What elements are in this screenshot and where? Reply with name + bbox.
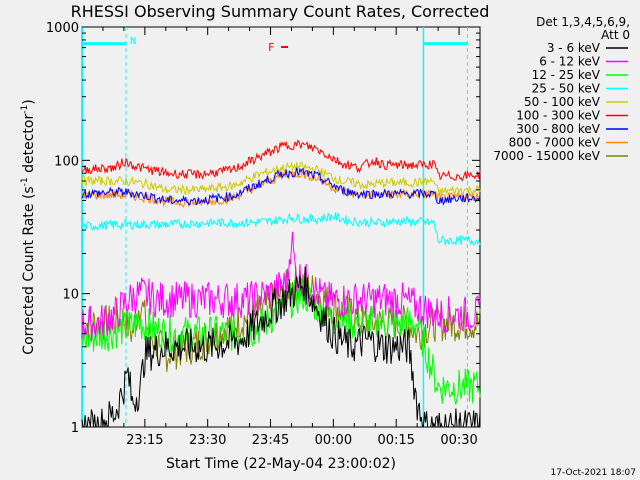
night-annotation: N [130,36,136,47]
x-tick-label: 23:30 [189,433,226,448]
series-line [81,169,481,209]
legend-header-1: Det 1,3,4,5,6,9, [536,15,630,29]
y-tick-label: 10 [62,288,79,303]
series-line [81,161,481,196]
flare-marker [281,46,288,48]
x-axis-ticks: 23:15 23:30 23:45 00:00 00:15 00:30 [102,27,478,448]
series-line [81,266,481,428]
plot-area: 1 10 100 1000 23:15 23:30 23:45 00:00 00:15 00:3… [46,21,481,448]
chart-title: RHESSI Observing Summary Count Rates, Co… [71,2,490,21]
series-line [81,139,481,182]
y-axis-label: Corrected Count Rate (s-1 detector-1) [20,99,37,354]
legend-entry-label: 12 - 25 keV [532,68,601,82]
y-axis-label-main: Corrected Count Rate (s [21,186,37,354]
x-tick-label: 23:45 [252,433,289,448]
x-tick-label: 23:15 [126,433,163,448]
night-markers [81,27,468,427]
legend-entry-label: 25 - 50 keV [532,82,601,96]
x-tick-label: 00:00 [315,433,352,448]
legend-entry-label: 100 - 300 keV [516,109,600,123]
y-axis-label-mid: detector [21,114,37,178]
y-tick-label: 1 [71,421,79,436]
legend-entry-label: 800 - 7000 keV [509,136,601,150]
flare-annotation: F [268,41,275,54]
series-lines [81,139,481,428]
y-tick-label: 1000 [46,21,79,36]
y-axis-label-end: ) [21,99,37,104]
y-tick-label: 100 [54,154,79,169]
legend-header-2: Att 0 [601,28,630,42]
series-line [81,231,481,342]
y-axis-label-sup2: -1 [20,105,30,114]
series-line [81,211,481,247]
x-tick-label: 00:30 [440,433,477,448]
legend-entry-label: 50 - 100 keV [524,95,601,109]
legend-entry-label: 6 - 12 keV [539,55,601,69]
footer-date: 17-Oct-2021 18:07 [551,468,636,478]
legend-entry-label: 3 - 6 keV [547,41,601,55]
legend-entry-label: 300 - 800 keV [516,122,600,136]
x-axis-label: Start Time (22-May-04 23:00:02) [166,456,396,472]
y-axis-ticks: 1 10 100 1000 [46,21,480,436]
y-axis-label-sup1: -1 [20,177,30,186]
x-tick-label: 00:15 [377,433,414,448]
series-line [81,278,481,405]
legend-entry-label: 7000 - 15000 keV [493,149,600,163]
series-line [81,167,481,206]
